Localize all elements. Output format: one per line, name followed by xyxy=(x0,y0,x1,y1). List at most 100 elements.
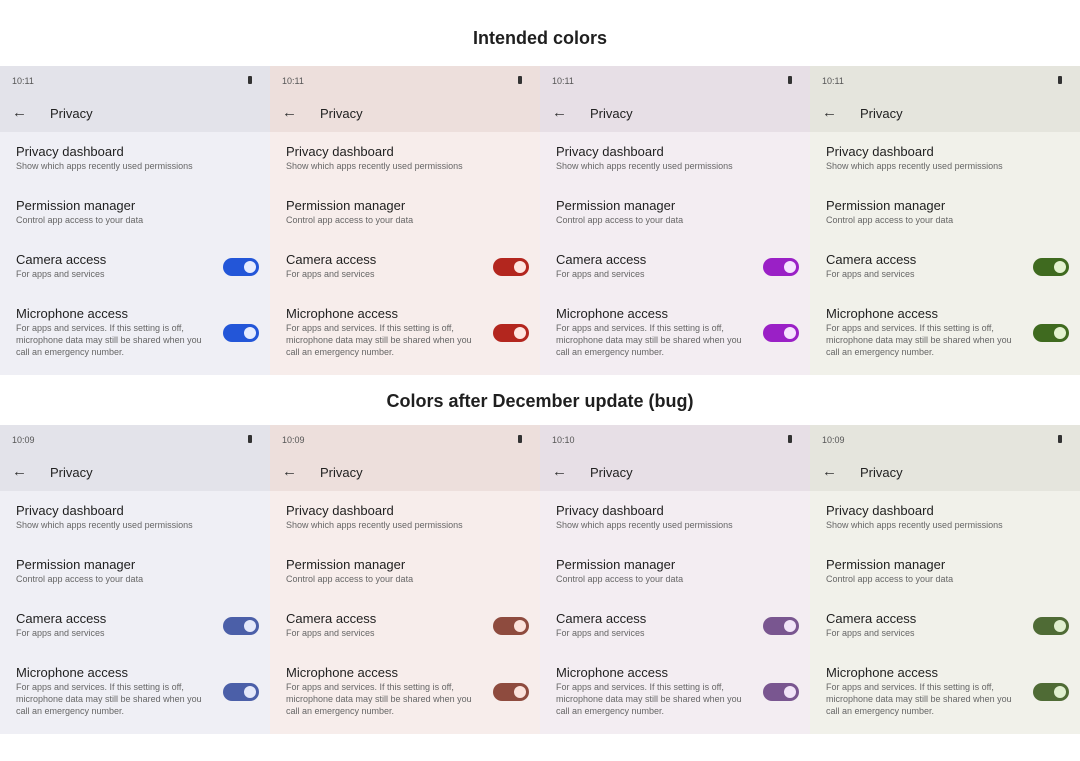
toggle-switch-on[interactable] xyxy=(223,258,259,276)
back-arrow-icon[interactable]: ← xyxy=(552,463,567,480)
settings-item-subtitle: For apps and services. If this setting i… xyxy=(826,323,1012,357)
phone-screenshot: 10:11 ← Privacy Privacy dashboard Show w… xyxy=(0,66,270,375)
row-intended: 10:11 ← Privacy Privacy dashboard Show w… xyxy=(0,66,1080,375)
settings-item[interactable]: Microphone access For apps and services.… xyxy=(286,306,526,358)
settings-item-subtitle: Control app access to your data xyxy=(286,215,414,225)
settings-item-title: Microphone access xyxy=(286,665,398,680)
toggle-switch-on[interactable] xyxy=(1033,683,1069,701)
toggle-switch-on[interactable] xyxy=(493,683,529,701)
settings-item-title: Privacy dashboard xyxy=(16,144,124,159)
settings-item[interactable]: Permission manager Control app access to… xyxy=(826,557,1066,585)
settings-item[interactable]: Camera access For apps and services xyxy=(826,252,1066,280)
settings-item[interactable]: Camera access For apps and services xyxy=(286,611,526,639)
app-bar: ← Privacy xyxy=(540,96,810,132)
toggle-thumb xyxy=(1054,620,1066,632)
toggle-switch-on[interactable] xyxy=(763,258,799,276)
settings-item-title: Camera access xyxy=(16,252,107,267)
status-time: 10:09 xyxy=(12,435,35,445)
settings-item-title: Permission manager xyxy=(286,198,406,213)
settings-item[interactable]: Microphone access For apps and services.… xyxy=(16,306,256,358)
back-arrow-icon[interactable]: ← xyxy=(822,463,837,480)
settings-item[interactable]: Permission manager Control app access to… xyxy=(286,198,526,226)
toggle-switch-on[interactable] xyxy=(493,258,529,276)
phone-screenshot: 10:10 ← Privacy Privacy dashboard Show w… xyxy=(540,425,810,734)
phone-screenshot: 10:09 ← Privacy Privacy dashboard Show w… xyxy=(0,425,270,734)
settings-item[interactable]: Privacy dashboard Show which apps recent… xyxy=(556,144,796,172)
status-bar: 10:11 xyxy=(270,66,540,96)
settings-item[interactable]: Camera access For apps and services xyxy=(16,611,256,639)
page-title: Privacy xyxy=(860,106,903,121)
toggle-switch-on[interactable] xyxy=(1033,617,1069,635)
settings-item-title: Permission manager xyxy=(16,198,136,213)
settings-item[interactable]: Privacy dashboard Show which apps recent… xyxy=(286,144,526,172)
page-title: Privacy xyxy=(320,465,363,480)
settings-item-title: Microphone access xyxy=(826,665,938,680)
settings-item-subtitle: Control app access to your data xyxy=(16,574,144,584)
back-arrow-icon[interactable]: ← xyxy=(12,104,27,121)
settings-item-subtitle: For apps and services. If this setting i… xyxy=(556,323,742,357)
settings-item-subtitle: For apps and services. If this setting i… xyxy=(826,682,1012,716)
settings-item-subtitle: Show which apps recently used permission… xyxy=(286,161,463,171)
settings-item[interactable]: Permission manager Control app access to… xyxy=(16,198,256,226)
back-arrow-icon[interactable]: ← xyxy=(12,463,27,480)
settings-item[interactable]: Privacy dashboard Show which apps recent… xyxy=(556,503,796,531)
battery-icon xyxy=(518,435,522,443)
app-bar: ← Privacy xyxy=(270,455,540,491)
toggle-switch-on[interactable] xyxy=(763,324,799,342)
settings-item-subtitle: Control app access to your data xyxy=(826,574,954,584)
toggle-switch-on[interactable] xyxy=(223,683,259,701)
settings-item[interactable]: Camera access For apps and services xyxy=(16,252,256,280)
settings-item[interactable]: Privacy dashboard Show which apps recent… xyxy=(826,144,1066,172)
status-time: 10:09 xyxy=(822,435,845,445)
settings-item[interactable]: Permission manager Control app access to… xyxy=(556,557,796,585)
settings-item[interactable]: Permission manager Control app access to… xyxy=(826,198,1066,226)
settings-item-title: Permission manager xyxy=(556,557,676,572)
toggle-switch-on[interactable] xyxy=(1033,258,1069,276)
toggle-thumb xyxy=(244,327,256,339)
back-arrow-icon[interactable]: ← xyxy=(822,104,837,121)
status-time: 10:11 xyxy=(552,76,574,86)
back-arrow-icon[interactable]: ← xyxy=(552,104,567,121)
settings-item-title: Camera access xyxy=(286,252,377,267)
page-title: Privacy xyxy=(320,106,363,121)
settings-item[interactable]: Camera access For apps and services xyxy=(556,252,796,280)
settings-item-title: Privacy dashboard xyxy=(556,503,664,518)
settings-item[interactable]: Privacy dashboard Show which apps recent… xyxy=(826,503,1066,531)
settings-item[interactable]: Privacy dashboard Show which apps recent… xyxy=(286,503,526,531)
settings-item[interactable]: Privacy dashboard Show which apps recent… xyxy=(16,144,256,172)
settings-item[interactable]: Microphone access For apps and services.… xyxy=(826,306,1066,358)
toggle-switch-on[interactable] xyxy=(493,617,529,635)
settings-item-title: Permission manager xyxy=(16,557,136,572)
toggle-thumb xyxy=(784,686,796,698)
settings-item[interactable]: Microphone access For apps and services.… xyxy=(556,306,796,358)
settings-item[interactable]: Camera access For apps and services xyxy=(286,252,526,280)
settings-item[interactable]: Privacy dashboard Show which apps recent… xyxy=(16,503,256,531)
back-arrow-icon[interactable]: ← xyxy=(282,463,297,480)
settings-item[interactable]: Microphone access For apps and services.… xyxy=(286,665,526,717)
toggle-thumb xyxy=(784,620,796,632)
settings-item[interactable]: Camera access For apps and services xyxy=(556,611,796,639)
status-bar: 10:09 xyxy=(270,425,540,455)
toggle-thumb xyxy=(514,261,526,273)
settings-item[interactable]: Microphone access For apps and services.… xyxy=(826,665,1066,717)
settings-item[interactable]: Microphone access For apps and services.… xyxy=(16,665,256,717)
settings-item-title: Privacy dashboard xyxy=(286,503,394,518)
settings-item[interactable]: Permission manager Control app access to… xyxy=(286,557,526,585)
settings-item[interactable]: Camera access For apps and services xyxy=(826,611,1066,639)
toggle-switch-on[interactable] xyxy=(1033,324,1069,342)
settings-item-title: Privacy dashboard xyxy=(286,144,394,159)
toggle-thumb xyxy=(784,261,796,273)
settings-item[interactable]: Permission manager Control app access to… xyxy=(556,198,796,226)
toggle-switch-on[interactable] xyxy=(223,324,259,342)
battery-icon xyxy=(248,435,252,443)
settings-item[interactable]: Permission manager Control app access to… xyxy=(16,557,256,585)
battery-icon xyxy=(248,76,252,84)
toggle-switch-on[interactable] xyxy=(763,617,799,635)
status-bar: 10:09 xyxy=(0,425,270,455)
toggle-switch-on[interactable] xyxy=(763,683,799,701)
settings-item[interactable]: Microphone access For apps and services.… xyxy=(556,665,796,717)
back-arrow-icon[interactable]: ← xyxy=(282,104,297,121)
toggle-switch-on[interactable] xyxy=(223,617,259,635)
settings-item-title: Camera access xyxy=(826,252,917,267)
toggle-switch-on[interactable] xyxy=(493,324,529,342)
